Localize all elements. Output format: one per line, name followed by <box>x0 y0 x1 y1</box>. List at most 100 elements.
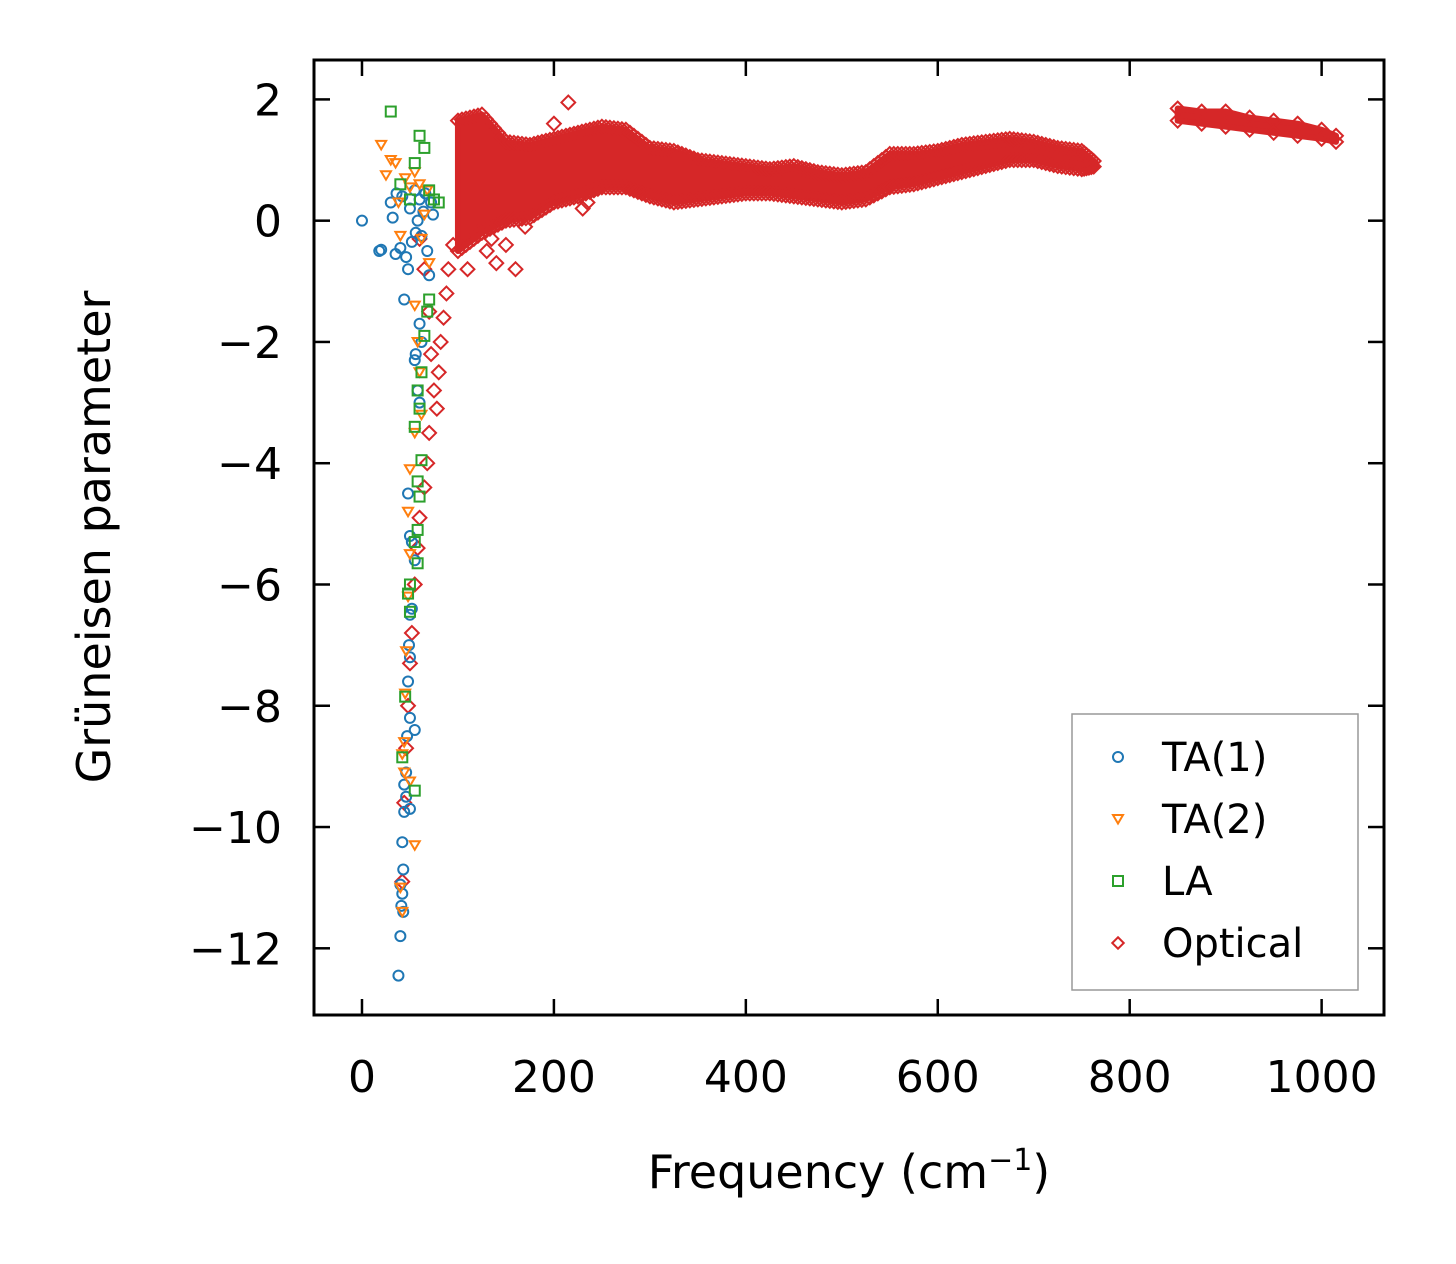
x-tick-label: 400 <box>704 1052 788 1103</box>
ta-1--point <box>409 226 422 239</box>
optical-point <box>1075 160 1093 177</box>
ta-2--point <box>408 840 422 852</box>
ta-1--point <box>403 802 416 815</box>
optical-point <box>489 216 507 234</box>
x-tick-label: 200 <box>512 1052 596 1103</box>
y-tick-label: 2 <box>254 75 282 126</box>
series-ta-2- <box>374 139 436 919</box>
ta-1--point <box>398 805 411 818</box>
ta-1--point <box>405 602 418 615</box>
legend: TA(1) TA(2) LA Optical <box>1071 713 1359 991</box>
la-point <box>403 193 416 206</box>
optical-point <box>673 145 691 163</box>
optical-point <box>465 108 483 125</box>
y-tick-label: −4 <box>217 439 282 490</box>
optical-point <box>1327 133 1345 151</box>
y-axis-label: Grüneisen parameter <box>67 290 121 783</box>
optical-point <box>1193 103 1210 120</box>
ta-1--point <box>403 608 416 621</box>
series-la <box>384 105 445 797</box>
series-optical <box>393 94 1345 890</box>
optical-band-high <box>1174 105 1340 145</box>
optical-point <box>403 624 421 642</box>
optical-point <box>1085 152 1103 170</box>
la-point <box>418 329 431 342</box>
optical-point <box>425 382 443 399</box>
y-tick-label: −6 <box>217 560 282 611</box>
ta-1--point <box>419 187 432 200</box>
optical-point <box>406 576 424 593</box>
optical-point <box>1241 109 1258 126</box>
ta-1--point <box>392 969 405 982</box>
optical-point <box>629 183 647 201</box>
y-tick-label: −10 <box>189 803 282 854</box>
optical-point <box>1313 130 1330 148</box>
optical-point <box>418 454 436 472</box>
optical-point <box>432 333 449 351</box>
optical-point <box>483 230 500 248</box>
legend-marker <box>1110 935 1126 951</box>
ta-2--point <box>412 179 427 191</box>
optical-point <box>478 242 496 260</box>
ta-2--point <box>403 776 417 789</box>
la-point <box>411 523 424 536</box>
optical-point <box>420 303 438 320</box>
optical-point <box>869 185 887 202</box>
ta-1--point <box>395 899 408 912</box>
optical-point <box>444 236 462 254</box>
ta-1--point <box>413 317 426 330</box>
ta-1--point <box>423 269 436 282</box>
ta-2--point <box>417 209 432 222</box>
optical-point <box>428 400 446 417</box>
optical-point <box>577 185 595 202</box>
ta-1--point <box>408 354 421 367</box>
ta-2--point <box>388 158 403 170</box>
y-tick-label: −8 <box>217 682 282 733</box>
optical-point <box>1265 124 1282 142</box>
la-point <box>396 751 409 764</box>
optical-point <box>468 224 486 242</box>
ta-2--point <box>393 230 408 243</box>
legend-marker <box>1112 751 1124 763</box>
optical-point <box>1327 127 1345 145</box>
optical-point <box>1289 115 1306 132</box>
optical-point <box>1169 112 1186 129</box>
optical-point <box>777 158 795 176</box>
ta-2--point <box>397 767 411 779</box>
optical-point <box>1265 112 1282 129</box>
ta-1--point <box>403 651 416 664</box>
x-tick-label: 1000 <box>1266 1052 1378 1103</box>
ta-2--point <box>408 427 422 440</box>
optical-point <box>677 147 695 164</box>
optical-point <box>997 152 1015 170</box>
ta-1--point <box>394 241 407 254</box>
ta-2--point <box>374 139 388 152</box>
y-tick-label: −2 <box>217 318 282 369</box>
ta-1--point <box>402 487 415 500</box>
x-tick-label: 600 <box>896 1052 980 1103</box>
optical-point <box>422 345 440 363</box>
optical-point <box>430 363 448 381</box>
optical-point <box>1169 100 1186 117</box>
ta-1--point <box>425 196 438 209</box>
ta-2--point <box>395 906 410 919</box>
x-axis-label-end: ) <box>1032 1145 1050 1199</box>
series-ta-1- <box>355 184 439 982</box>
optical-point <box>613 120 631 138</box>
ta-2--point <box>379 170 393 182</box>
ta-2--point <box>414 409 429 422</box>
la-point <box>411 384 424 397</box>
optical-point <box>435 309 452 327</box>
la-point <box>399 690 412 703</box>
optical-point <box>574 200 592 217</box>
ta-1--point <box>400 790 413 803</box>
la-point <box>415 454 428 467</box>
x-tick-label: 800 <box>1088 1052 1172 1103</box>
optical-point <box>507 260 524 278</box>
la-point <box>411 557 424 570</box>
optical-point <box>849 164 867 182</box>
legend-label: TA(2) <box>1161 797 1267 843</box>
legend-item-ta-1-: TA(1) <box>1112 735 1267 781</box>
ta-2--point <box>398 688 412 701</box>
optical-point <box>733 185 751 203</box>
